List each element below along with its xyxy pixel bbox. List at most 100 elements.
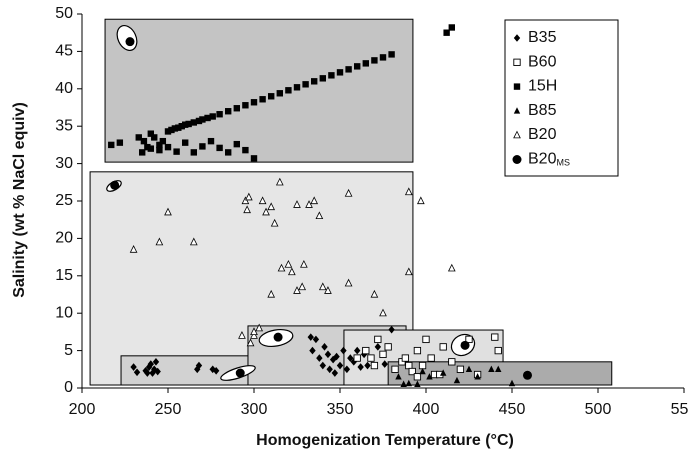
- point: [268, 93, 275, 100]
- point: [408, 367, 416, 376]
- point: [238, 331, 246, 339]
- point: [310, 196, 319, 205]
- point: [362, 346, 370, 355]
- point: [171, 125, 179, 132]
- point: [488, 365, 495, 372]
- point: [212, 366, 220, 375]
- point: [129, 245, 138, 253]
- point: [135, 134, 142, 141]
- point: [453, 376, 461, 384]
- point: [513, 130, 521, 139]
- point: [209, 365, 216, 374]
- point: [395, 373, 402, 380]
- point: [267, 202, 276, 211]
- point: [242, 146, 249, 154]
- point: [456, 365, 465, 373]
- point: [293, 200, 301, 208]
- point: [154, 367, 161, 376]
- point: [364, 361, 371, 370]
- point: [133, 368, 141, 377]
- point: [125, 37, 135, 47]
- point: [388, 325, 395, 334]
- legend-label: B20MS: [528, 151, 570, 168]
- point: [270, 218, 279, 227]
- point: [144, 369, 151, 377]
- point: [298, 282, 307, 291]
- point: [250, 327, 258, 336]
- point: [513, 58, 521, 66]
- legend-label: 15H: [528, 78, 557, 95]
- point: [199, 116, 206, 123]
- point: [258, 196, 267, 205]
- point: [175, 124, 182, 131]
- point: [164, 128, 172, 135]
- point: [147, 130, 154, 137]
- point: [374, 343, 382, 351]
- legend-name: B20: [528, 126, 557, 143]
- point: [343, 365, 351, 374]
- point: [416, 196, 425, 205]
- region: [104, 18, 414, 163]
- point: [277, 263, 286, 272]
- point: [255, 323, 264, 332]
- point: [312, 335, 320, 344]
- point: [207, 137, 215, 145]
- legend: B35 B60 15H B85 B20 B20MS: [512, 29, 570, 168]
- point: [426, 373, 433, 380]
- point: [353, 354, 361, 362]
- x-tick-label: 400: [413, 401, 440, 418]
- point: [209, 113, 216, 120]
- point: [152, 358, 160, 366]
- point: [495, 365, 502, 372]
- point: [190, 119, 197, 126]
- point: [275, 177, 284, 186]
- legend-label: B20: [528, 126, 557, 143]
- point: [319, 75, 326, 82]
- point: [246, 338, 255, 347]
- point: [204, 114, 211, 122]
- legend-name: B60: [528, 54, 557, 71]
- legend-label: B85: [528, 102, 557, 119]
- point: [465, 335, 473, 344]
- point: [284, 259, 293, 268]
- point: [110, 180, 120, 190]
- point: [147, 145, 154, 152]
- point: [182, 121, 189, 128]
- point: [307, 333, 314, 341]
- point: [300, 259, 308, 268]
- x-tick-label: 550: [671, 401, 688, 418]
- point: [189, 237, 198, 246]
- point: [305, 200, 313, 208]
- point: [405, 379, 412, 387]
- point: [448, 358, 456, 366]
- y-tick-label: 0: [64, 379, 73, 396]
- point: [508, 379, 516, 387]
- point: [156, 141, 163, 149]
- y-tick-label: 40: [55, 80, 73, 97]
- point: [418, 361, 427, 370]
- point: [357, 363, 364, 371]
- point: [216, 144, 223, 152]
- point: [316, 354, 323, 362]
- point: [345, 66, 352, 73]
- point: [259, 96, 266, 103]
- point: [401, 354, 410, 362]
- point: [328, 72, 335, 79]
- point: [379, 308, 387, 317]
- point: [285, 87, 292, 94]
- legend-label: B35: [528, 29, 557, 46]
- point: [344, 188, 353, 197]
- x-axis-title: Homogenization Temperature (°C): [256, 432, 514, 449]
- point: [413, 373, 422, 381]
- point: [233, 140, 240, 148]
- legend-name: B85: [528, 102, 557, 119]
- point: [333, 352, 340, 361]
- point: [250, 155, 258, 162]
- point: [262, 207, 270, 216]
- point: [513, 34, 521, 42]
- point: [388, 51, 395, 58]
- point: [244, 192, 253, 201]
- point: [182, 139, 189, 146]
- point: [315, 211, 324, 220]
- point: [116, 139, 124, 146]
